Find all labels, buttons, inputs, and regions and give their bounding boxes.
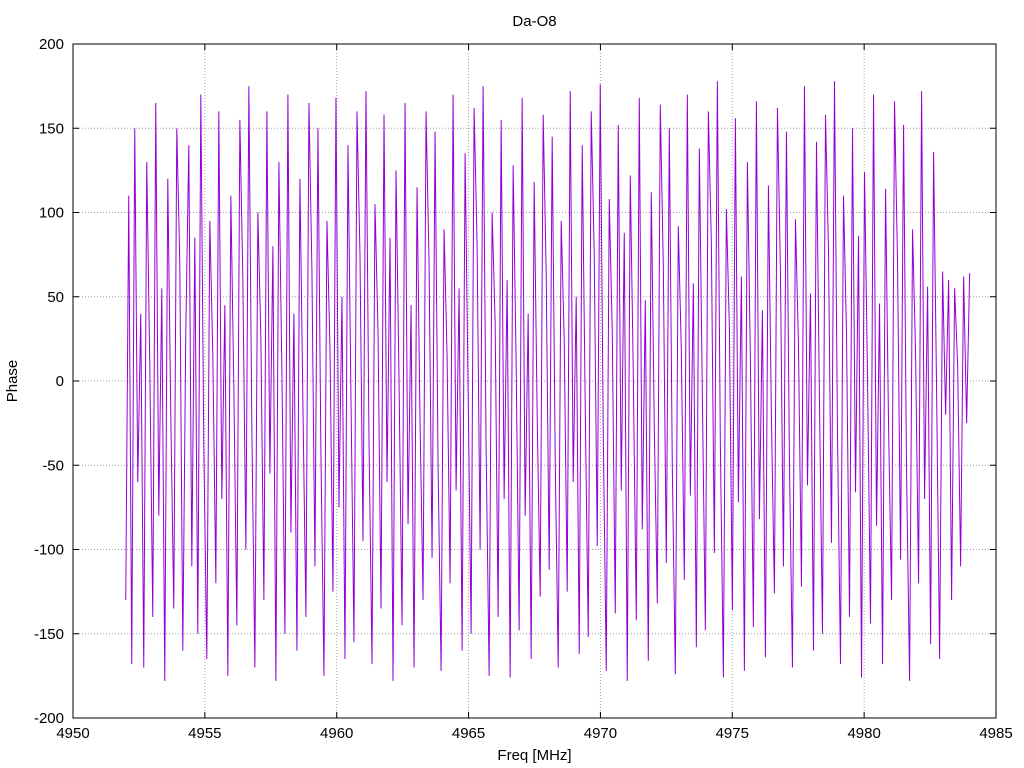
y-tick-label: -200: [34, 710, 64, 727]
grid: [73, 44, 996, 718]
tick-labels: 4950 4955 4960 4965 4970 4975 4980 4985 -200 -150…: [34, 36, 1013, 742]
y-axis-label: Phase: [4, 360, 21, 403]
y-tick-label: -100: [34, 542, 64, 559]
plot-frame: [72, 43, 997, 719]
y-tick-label: -50: [42, 457, 64, 474]
series-line-phase: [125, 81, 971, 681]
y-tick-label: 100: [39, 205, 64, 222]
x-tick-label: 4955: [188, 725, 221, 742]
y-tick-label: 50: [47, 289, 64, 306]
x-tick-label: 4970: [584, 725, 617, 742]
chart-title: Da-O8: [512, 13, 556, 30]
x-tick-label: 4960: [320, 725, 353, 742]
y-tick-label: 0: [56, 373, 64, 390]
x-axis-label: Freq [MHz]: [497, 747, 571, 764]
x-tick-label: 4950: [56, 725, 89, 742]
x-tick-label: 4980: [847, 725, 880, 742]
y-tick-label: -150: [34, 626, 64, 643]
y-tick-label: 200: [39, 36, 64, 53]
y-tick-label: 150: [39, 120, 64, 137]
x-tick-label: 4975: [716, 725, 749, 742]
x-tick-label: 4965: [452, 725, 485, 742]
x-tick-label: 4985: [979, 725, 1012, 742]
